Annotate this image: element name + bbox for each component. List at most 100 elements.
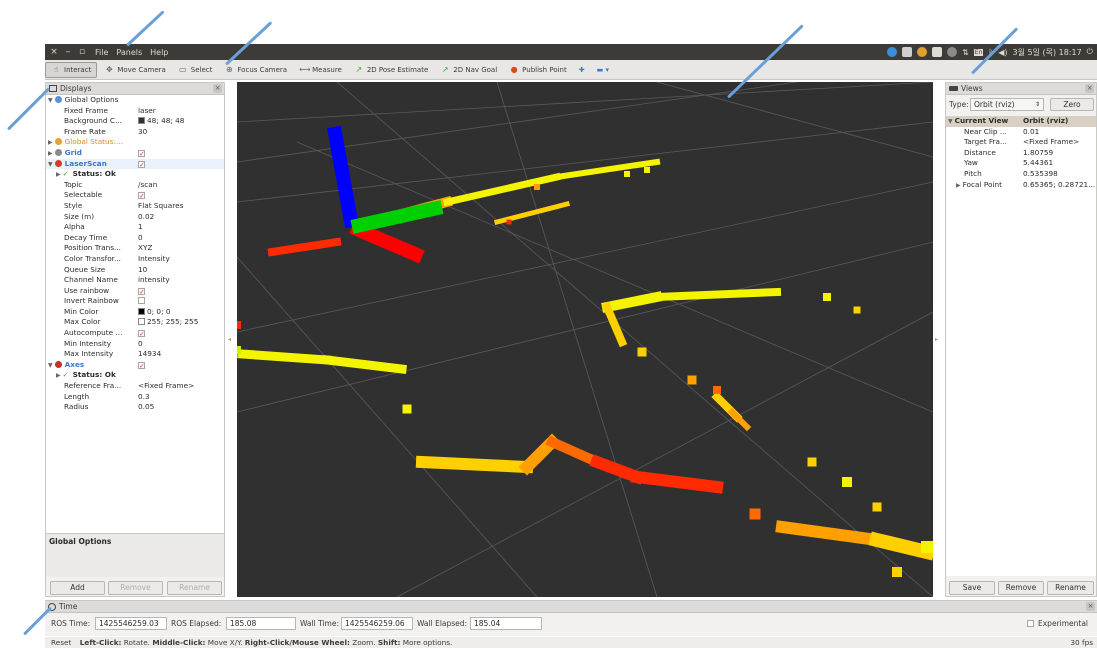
bell-icon[interactable]: [932, 47, 943, 57]
property-value[interactable]: 30: [138, 126, 148, 136]
views-tree[interactable]: ▼ Current View Orbit (rviz) Near Clip ... 0.…: [946, 116, 1096, 576]
tool-publish-point[interactable]: ● Publish Point: [504, 62, 572, 78]
tree-row[interactable]: Position Trans... XYZ: [46, 243, 224, 254]
tree-row[interactable]: Length 0.3: [46, 392, 224, 403]
tree-row[interactable]: Style Flat Squares: [46, 201, 224, 212]
tool-hand[interactable]: ☝ Interact: [45, 61, 98, 78]
experimental-checkbox[interactable]: [1027, 620, 1034, 627]
expanded-arrow-icon[interactable]: ▼: [48, 361, 53, 369]
tree-row[interactable]: Queue Size 10: [46, 265, 224, 276]
property-value[interactable]: 0.65365; 0.28721...: [1023, 179, 1096, 189]
tree-row[interactable]: Yaw 5.44361: [946, 158, 1096, 169]
tree-row[interactable]: Use rainbow ✓: [46, 286, 224, 297]
close-window-button[interactable]: ×: [50, 47, 58, 57]
property-value[interactable]: 0.535398: [1023, 168, 1058, 178]
close-icon[interactable]: ×: [213, 84, 222, 93]
clock[interactable]: 3월 5일 (목) 18:17: [1012, 47, 1082, 57]
menu-panels[interactable]: Panels: [116, 47, 143, 57]
property-value[interactable]: 48; 48; 48: [147, 116, 185, 126]
property-value[interactable]: 0.3: [138, 391, 150, 401]
tree-row[interactable]: Invert Rainbow: [46, 296, 224, 307]
tree-row[interactable]: Min Intensity 0: [46, 339, 224, 350]
tree-row[interactable]: ▶ ✓ Status: Ok: [46, 169, 224, 180]
scene-canvas[interactable]: [237, 82, 933, 597]
tree-row[interactable]: Target Fra... <Fixed Frame>: [946, 137, 1096, 148]
expanded-arrow-icon[interactable]: ▼: [948, 118, 953, 125]
tree-row[interactable]: Max Color 255; 255; 255: [46, 317, 224, 328]
tree-row[interactable]: Min Color 0; 0; 0: [46, 307, 224, 318]
property-value[interactable]: <Fixed Frame>: [1023, 137, 1080, 147]
power-icon[interactable]: ⏻: [1086, 47, 1093, 56]
property-value[interactable]: laser: [138, 105, 156, 115]
rename-view-button[interactable]: Rename: [1047, 581, 1094, 595]
tree-row[interactable]: Color Transfor... Intensity: [46, 254, 224, 265]
splitter-left-handle[interactable]: ◂: [228, 336, 232, 343]
collapsed-arrow-icon[interactable]: ▶: [48, 149, 53, 157]
expanded-arrow-icon[interactable]: ▼: [48, 160, 53, 168]
tree-row[interactable]: Near Clip ... 0.01: [946, 127, 1096, 138]
property-value[interactable]: Flat Squares: [138, 200, 184, 210]
expanded-arrow-icon[interactable]: ▼: [48, 97, 53, 104]
tree-row[interactable]: ▼ Axes ✓: [46, 360, 224, 371]
menu-file[interactable]: File: [95, 47, 109, 57]
chrome-icon[interactable]: [917, 47, 928, 57]
network-icon[interactable]: [947, 47, 958, 57]
property-value[interactable]: 0.05: [138, 402, 155, 412]
color-swatch[interactable]: [138, 307, 145, 315]
tree-row[interactable]: ▼ LaserScan ✓: [46, 158, 224, 170]
tree-row[interactable]: Radius 0.05: [46, 402, 224, 413]
more-tools-icon[interactable]: ▬ ▾: [596, 65, 609, 74]
property-checkbox[interactable]: ✓: [138, 361, 145, 370]
close-icon[interactable]: ×: [1085, 84, 1094, 93]
property-value[interactable]: 14934: [138, 349, 162, 359]
tool-select[interactable]: ▭ Select: [173, 62, 218, 78]
remove-button[interactable]: Remove: [108, 581, 163, 595]
transfer-icon[interactable]: ⇅: [962, 47, 969, 57]
tree-row[interactable]: ▶ Global Status:...: [46, 137, 224, 148]
displays-tree[interactable]: ▼ Global Options Fixed Frame laser Backgroun…: [46, 95, 224, 533]
tree-row[interactable]: ▼ Current View Orbit (rviz): [946, 116, 1096, 127]
tree-row[interactable]: Fixed Frame laser: [46, 106, 224, 117]
ros-time-field[interactable]: 1425546259.03: [95, 617, 167, 630]
remove-view-button[interactable]: Remove: [998, 581, 1044, 595]
tool-focus-camera[interactable]: ⊕ Focus Camera: [219, 62, 292, 78]
property-value[interactable]: <Fixed Frame>: [138, 381, 195, 391]
property-value[interactable]: 255; 255; 255: [147, 317, 199, 327]
add-button[interactable]: Add: [50, 581, 105, 595]
property-value[interactable]: intensity: [138, 275, 170, 285]
reset-button[interactable]: Reset: [51, 638, 72, 647]
property-value[interactable]: /scan: [138, 179, 158, 189]
close-icon[interactable]: ×: [1086, 602, 1095, 611]
property-checkbox[interactable]: ✓: [138, 287, 145, 296]
property-value[interactable]: Orbit (rviz): [1023, 116, 1069, 125]
tool-measure[interactable]: ⟷ Measure: [294, 62, 347, 78]
tree-row[interactable]: Frame Rate 30: [46, 127, 224, 138]
property-value[interactable]: 0: [138, 232, 143, 242]
property-value[interactable]: 0: [138, 338, 143, 348]
dropbox-icon[interactable]: [887, 47, 898, 57]
tree-row[interactable]: ▶ ✓ Status: Ok: [46, 370, 224, 381]
property-checkbox[interactable]: ✓: [138, 192, 145, 201]
tool-pose-estimate[interactable]: ↗ 2D Pose Estimate: [349, 62, 433, 78]
tree-row[interactable]: ▶ Grid ✓: [46, 148, 224, 159]
tree-row[interactable]: ▶ Focal Point 0.65365; 0.28721...: [946, 180, 1096, 191]
zero-button[interactable]: Zero: [1050, 98, 1094, 111]
collapsed-arrow-icon[interactable]: ▶: [56, 171, 61, 179]
ros-elapsed-field[interactable]: 185.08: [226, 617, 296, 630]
wall-elapsed-field[interactable]: 185.04: [470, 617, 542, 630]
tree-row[interactable]: Background C... 48; 48; 48: [46, 116, 224, 127]
tree-row[interactable]: Selectable ✓: [46, 190, 224, 201]
wall-time-field[interactable]: 1425546259.06: [341, 617, 413, 630]
property-value[interactable]: 0; 0; 0: [147, 306, 171, 316]
keyboard-lang-icon[interactable]: En: [973, 48, 984, 56]
minimize-window-button[interactable]: –: [65, 47, 71, 57]
tool-nav-goal[interactable]: ↗ 2D Nav Goal: [435, 62, 502, 78]
property-checkbox[interactable]: ✓: [138, 330, 145, 339]
tree-row[interactable]: Distance 1.80759: [946, 148, 1096, 159]
tree-row[interactable]: Pitch 0.535398: [946, 169, 1096, 180]
color-swatch[interactable]: [138, 318, 145, 326]
tree-row[interactable]: Decay Time 0: [46, 233, 224, 244]
render-3d-view[interactable]: [237, 82, 933, 597]
collapsed-arrow-icon[interactable]: ▶: [48, 139, 53, 147]
maximize-window-button[interactable]: ▫: [78, 47, 86, 57]
